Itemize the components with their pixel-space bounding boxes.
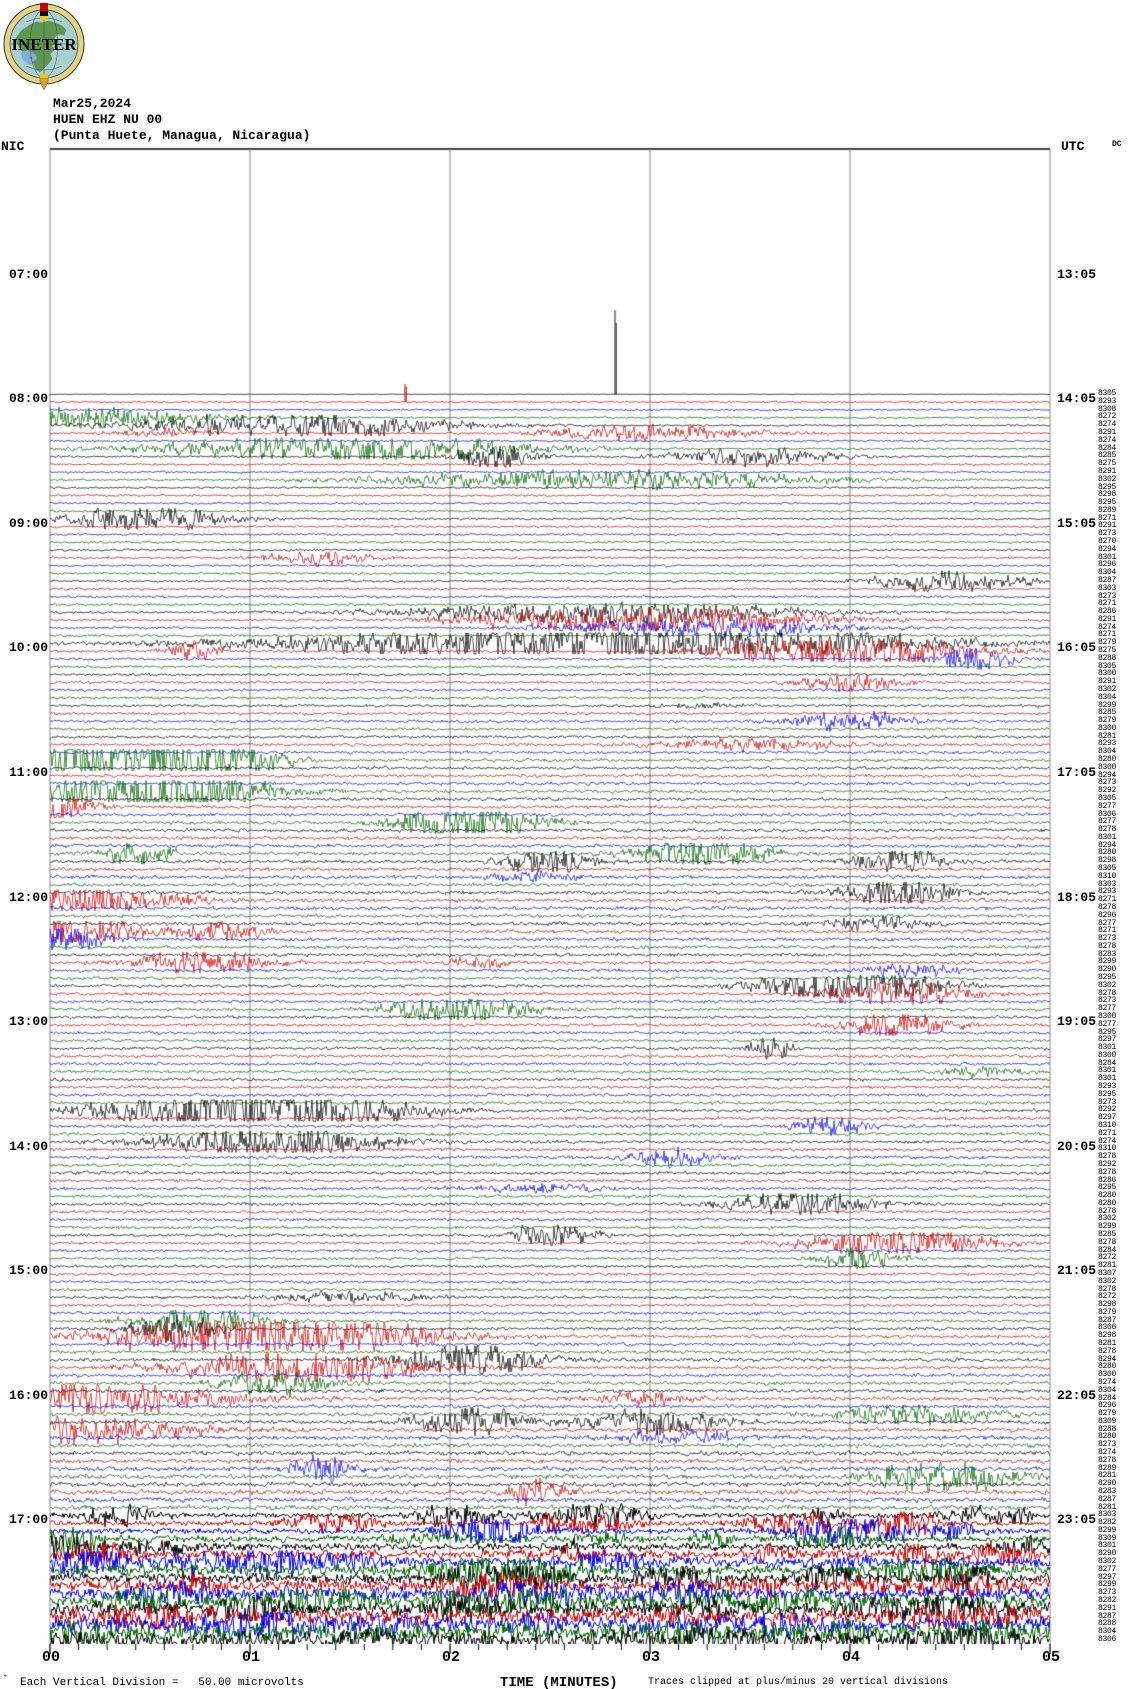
svg-text:INETER: INETER bbox=[11, 35, 77, 54]
